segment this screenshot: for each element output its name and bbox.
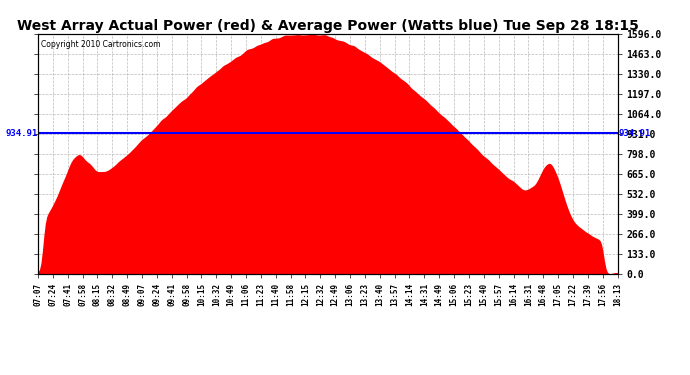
Text: Copyright 2010 Cartronics.com: Copyright 2010 Cartronics.com — [41, 40, 160, 49]
Title: West Array Actual Power (red) & Average Power (Watts blue) Tue Sep 28 18:15: West Array Actual Power (red) & Average … — [17, 19, 639, 33]
Text: 934.91: 934.91 — [618, 129, 651, 138]
Text: 934.91: 934.91 — [5, 129, 37, 138]
